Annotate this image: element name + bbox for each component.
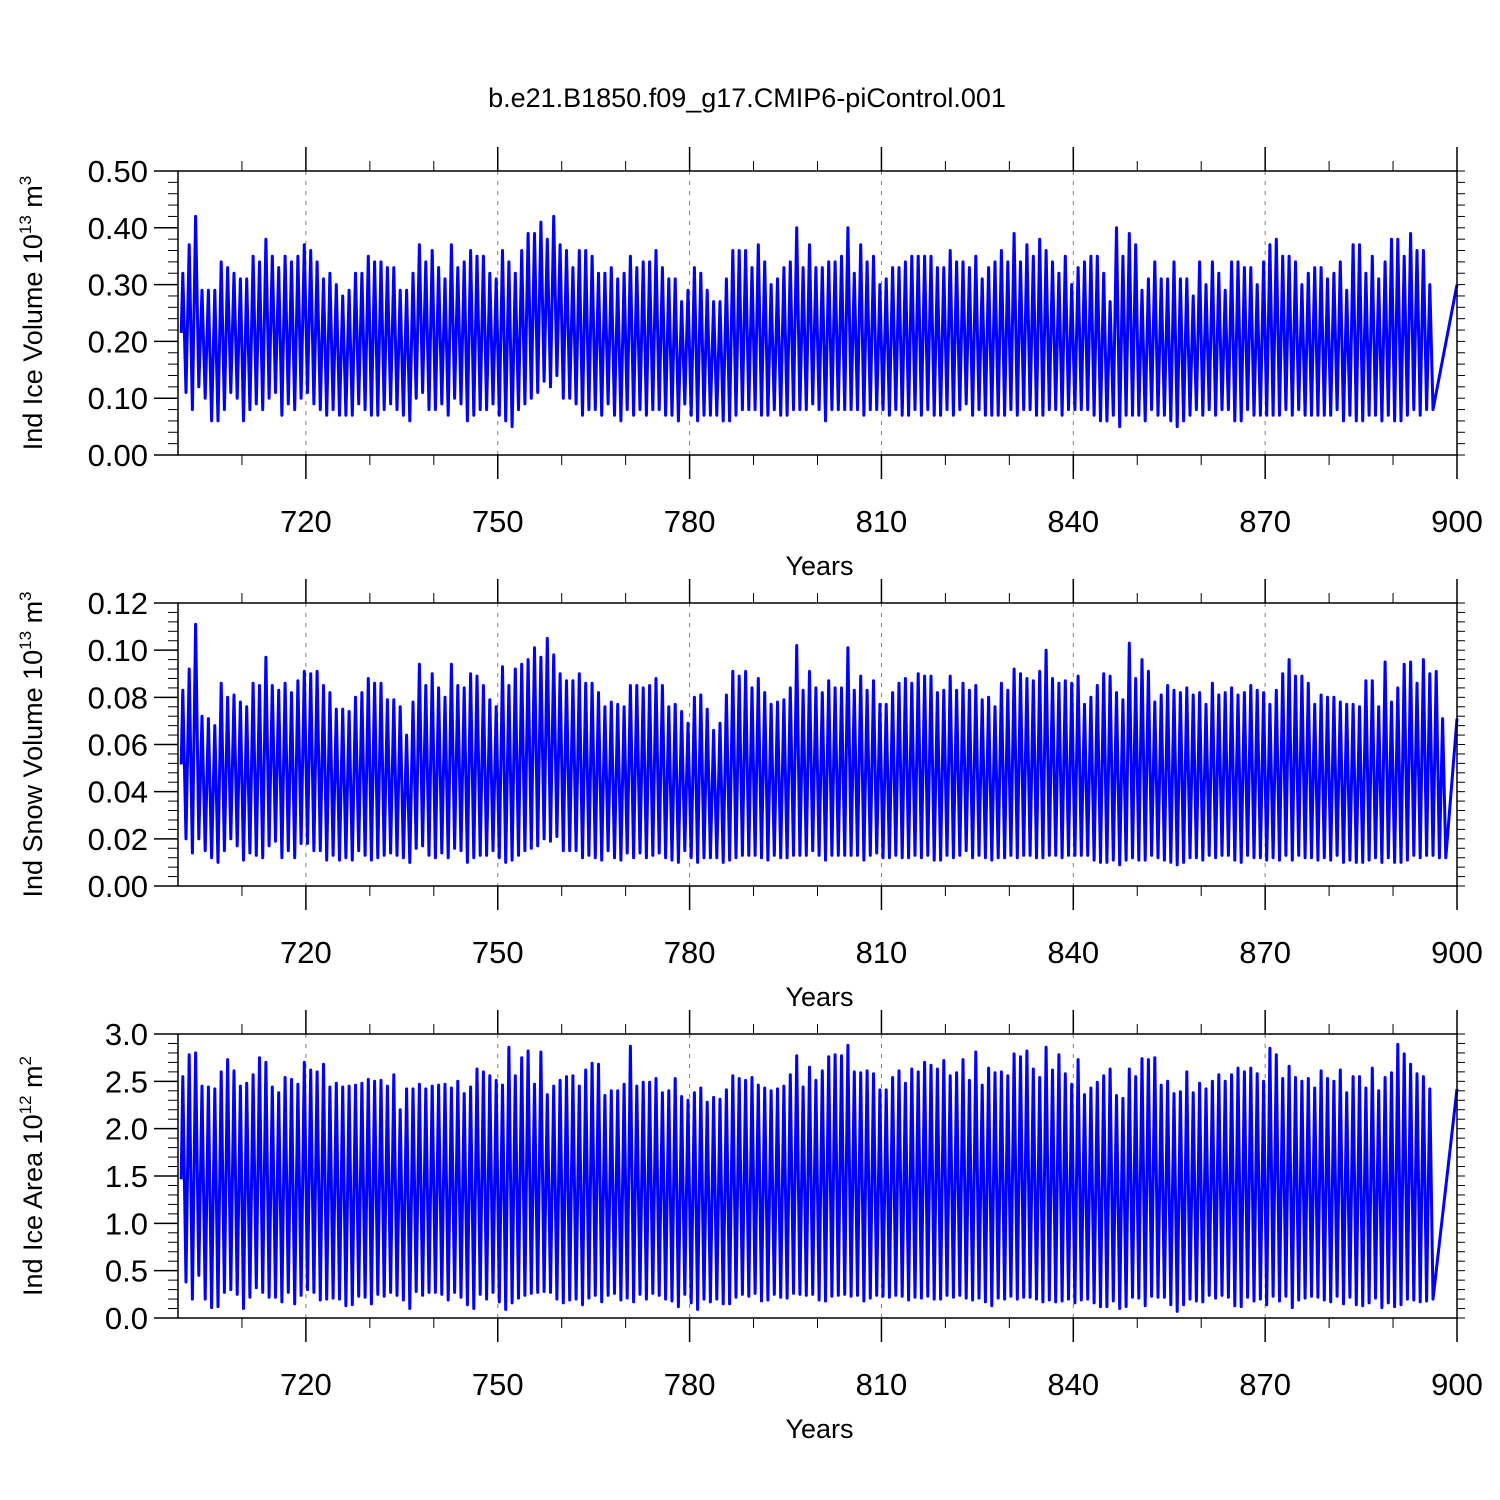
y-tick-label: 0.12 — [88, 586, 148, 621]
y-tick-label: 3.0 — [105, 1017, 148, 1052]
y-tick-label: 0.40 — [88, 211, 148, 246]
x-tick-label: 900 — [1431, 504, 1483, 539]
panel-snow-volume: 0.00 0.02 0.04 0.06 0.08 0.10 0.12 720 750 780 810… — [16, 579, 1483, 1012]
x-tick-label: 900 — [1431, 935, 1483, 970]
panel-ice-volume: 0.00 0.10 0.20 0.30 0.40 0.50 720 750 780 810 840 8… — [16, 147, 1483, 581]
y-tick-label: 0.06 — [88, 728, 148, 763]
x-tick-label: 870 — [1239, 504, 1291, 539]
x-tick-label: 870 — [1239, 1367, 1291, 1402]
x-tick-label: 810 — [856, 1367, 908, 1402]
x-tick-label: 780 — [664, 935, 716, 970]
x-axis-label: Years — [785, 551, 853, 581]
y-tick-label: 0.02 — [88, 822, 148, 857]
series-line — [179, 622, 1459, 867]
y-tick-label: 1.5 — [105, 1159, 148, 1194]
x-axis-label: Years — [785, 982, 853, 1012]
x-tick-label: 810 — [856, 935, 908, 970]
x-tick-label: 840 — [1047, 504, 1099, 539]
y-tick-label: 0.30 — [88, 268, 148, 303]
y-tick-label: 0.50 — [88, 154, 148, 189]
x-tick-label: 870 — [1239, 935, 1291, 970]
y-tick-label: 0.00 — [88, 438, 148, 473]
y-tick-label: 0.00 — [88, 869, 148, 904]
y-axis-label: Ind Snow Volume 1013 m3 — [16, 591, 48, 897]
y-axis-label: Ind Ice Area 1012 m2 — [16, 1056, 48, 1296]
y-tick-label: 0.10 — [88, 381, 148, 416]
y-tick-label: 0.04 — [88, 775, 148, 810]
y-tick-label: 0.0 — [105, 1301, 148, 1336]
x-tick-label: 720 — [280, 1367, 332, 1402]
x-tick-label: 720 — [280, 935, 332, 970]
y-tick-label: 0.5 — [105, 1254, 148, 1289]
series-line — [179, 1042, 1459, 1313]
x-tick-label: 750 — [472, 504, 524, 539]
x-tick-label: 750 — [472, 935, 524, 970]
y-tick-label: 0.10 — [88, 633, 148, 668]
x-tick-label: 840 — [1047, 935, 1099, 970]
y-tick-label: 0.20 — [88, 324, 148, 359]
y-tick-label: 2.5 — [105, 1064, 148, 1099]
series-line — [179, 214, 1459, 429]
y-tick-label: 2.0 — [105, 1112, 148, 1147]
x-tick-label: 810 — [856, 504, 908, 539]
panel-ice-area: 0.0 0.5 1.0 1.5 2.0 2.5 3.0 720 750 780 810 840 870 9… — [16, 1010, 1483, 1444]
y-axis-label: Ind Ice Volume 1013 m3 — [16, 176, 48, 451]
x-axis-label: Years — [785, 1414, 853, 1444]
x-tick-label: 720 — [280, 504, 332, 539]
x-tick-label: 750 — [472, 1367, 524, 1402]
x-tick-label: 840 — [1047, 1367, 1099, 1402]
x-tick-label: 780 — [664, 1367, 716, 1402]
figure-title: b.e21.B1850.f09_g17.CMIP6-piControl.001 — [488, 83, 1006, 113]
y-tick-label: 0.08 — [88, 680, 148, 715]
x-tick-label: 780 — [664, 504, 716, 539]
y-tick-label: 1.0 — [105, 1206, 148, 1241]
x-tick-label: 900 — [1431, 1367, 1483, 1402]
